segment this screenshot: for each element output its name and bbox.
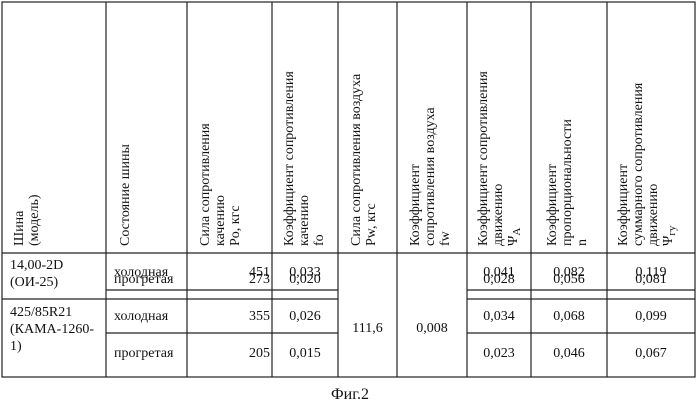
table-grid (1, 1, 696, 378)
psi-gy-cell: 0,119 (635, 265, 667, 280)
figure-caption: Фиг.2 (331, 386, 369, 403)
psi-gy-cell: 0,099 (635, 309, 667, 324)
po-cell: 205 (249, 346, 270, 361)
fo-cell: 0,026 (289, 309, 321, 324)
header-fo: Коэффициент сопротивления качению fo (282, 71, 327, 246)
n-cell: 0,068 (553, 309, 585, 324)
header-tire: Шина (модель) (12, 194, 42, 247)
fw-merged-cell: 0,008 (416, 321, 448, 336)
header-fw: Коэффициент сопротивления воздуха fw (408, 107, 453, 246)
state-cell: холодная (114, 309, 169, 324)
n-cell: 0,082 (553, 265, 585, 280)
n-cell: 0,046 (553, 346, 585, 361)
psi-a-cell: 0,023 (483, 346, 515, 361)
pw-merged-cell: 111,6 (352, 321, 383, 336)
header-pw: Сила сопротивления воздуха Pw, кгс (349, 73, 379, 246)
header-po: Сила сопротивления качению Po, кгс (198, 123, 243, 246)
psi-a-cell: 0,028 (483, 272, 515, 287)
psi-gy-cell: 0,081 (635, 272, 667, 287)
n-cell: 0,056 (553, 272, 585, 287)
header-n: Коэффициент пропорциональности n (545, 119, 590, 246)
fo-cell: 0,015 (289, 346, 321, 361)
psi-gy-cell: 0,067 (635, 346, 667, 361)
header-state: Состояние шины (118, 144, 133, 246)
po-cell: 273 (249, 272, 270, 287)
psi-a-cell: 0,034 (483, 309, 515, 324)
psi-a-cell: 0,041 (483, 265, 515, 280)
fo-cell: 0,033 (289, 265, 321, 280)
tire-model-2: 425/85R21 (КАМА-1260-1) (10, 305, 94, 354)
fo-cell: 0,020 (289, 272, 321, 287)
po-cell: 355 (249, 309, 270, 324)
state-cell: холодная (114, 265, 169, 280)
state-cell: прогретая (114, 346, 174, 361)
header-psi-gy: Коэффициент суммарного сопротивления дви… (616, 82, 678, 246)
header-psi-a: Коэффициент сопротивления движению ΨA (476, 71, 523, 246)
state-cell: прогретая (114, 272, 174, 287)
po-cell: 451 (249, 265, 270, 280)
tire-model-1: 14,00-2D (ОИ-25) (10, 258, 64, 290)
